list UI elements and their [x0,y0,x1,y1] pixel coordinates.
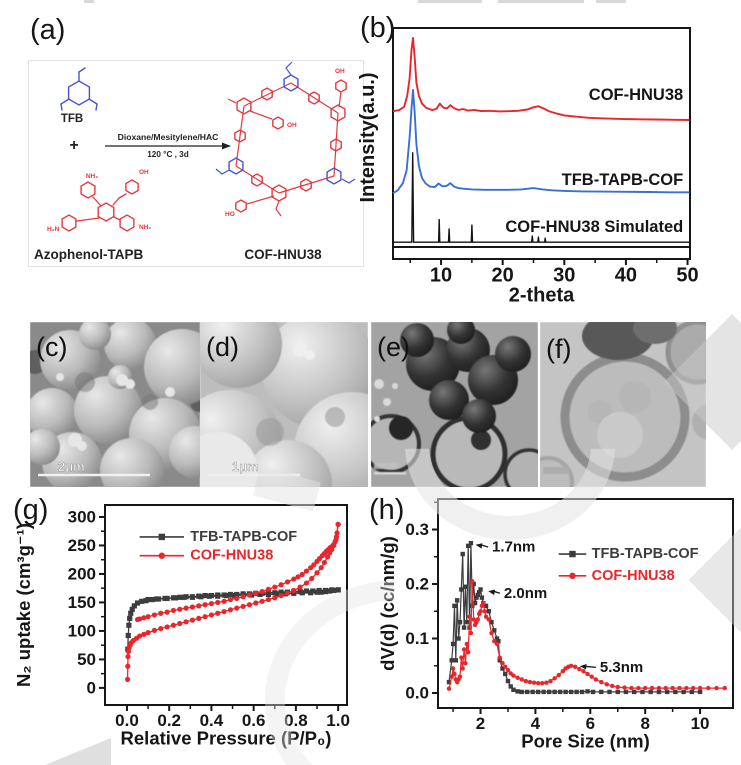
svg-text:1.7nm: 1.7nm [492,538,535,555]
svg-text:1.0: 1.0 [326,711,350,730]
tfb-label: TFB [61,113,83,125]
pore-size-chart: 2 4 6 8 10 0.0 0.1 0.2 0.3 Pore Size (nm) dV(d) (c… [377,498,734,752]
tem-particles [371,322,538,487]
svg-text:50: 50 [77,650,96,669]
svg-text:4: 4 [531,714,541,733]
svg-text:30: 30 [553,265,575,287]
panel-label-c: (c) [36,332,67,362]
svg-text:5.3nm: 5.3nm [600,659,643,676]
svg-text:COF-HNU38: COF-HNU38 [589,86,683,104]
svg-text:0.8: 0.8 [284,711,308,730]
svg-text:2.0nm: 2.0nm [504,585,547,602]
svg-text:COF-HNU38: COF-HNU38 [190,548,273,564]
svg-text:0.1: 0.1 [405,629,429,648]
panel-label-h: (h) [369,494,405,526]
plus-sign: + [69,137,78,154]
conditions-solvent: Dioxane/Mesitylene/HAC [118,132,219,142]
oh-azo-label: OH [139,169,149,176]
svg-text:0.0: 0.0 [115,711,139,730]
xrd-chart: 10 20 30 40 50 2-theta Intensity(a.u.) COF-HNU3… [357,27,699,307]
panel-label-g: (g) [13,494,49,526]
tfb-molecule [60,67,98,111]
panel-label-a: (a) [30,14,66,46]
reaction-arrow [105,142,231,150]
svg-text:TFB-TAPB-COF: TFB-TAPB-COF [190,529,297,545]
azophenol-tapb-molecule: NH₂ H₂N NH₂ OH [47,169,151,233]
svg-text:6: 6 [586,714,595,733]
svg-text:TFB-TAPB-COF: TFB-TAPB-COF [592,546,699,562]
svg-text:Pore Size (nm): Pore Size (nm) [521,731,650,752]
svg-text:0.0: 0.0 [405,684,429,703]
svg-text:40: 40 [615,265,637,287]
ho-lower-label: HO [225,211,235,218]
h2n-left-label: H₂N [47,226,60,233]
scale-bar-label: 1μm [232,459,259,474]
svg-text:100: 100 [68,621,96,640]
svg-text:TFB-TAPB-COF: TFB-TAPB-COF [562,171,684,189]
svg-text:0.2: 0.2 [405,575,429,594]
svg-text:dV(d) (cc/nm/g): dV(d) (cc/nm/g) [377,536,398,671]
top-crop-artifact [596,0,626,3]
sem-image-c: (c) 2μm [30,322,200,487]
panel-label-d: (d) [206,332,239,362]
svg-text:Intensity(a.u.): Intensity(a.u.) [357,72,379,202]
scale-bar-label: 2μm [58,459,85,474]
svg-text:0.6: 0.6 [242,711,266,730]
panel-label-e: (e) [377,332,410,362]
svg-text:0.2: 0.2 [157,711,181,730]
oh-inner-label: OH [287,122,297,129]
top-crop-artifact [498,0,584,3]
sem-image-d: (d) 1μm [200,322,368,487]
svg-text:8: 8 [640,714,649,733]
svg-text:2-theta: 2-theta [509,285,575,307]
tem-image-f: (f) [540,322,706,487]
svg-text:COF-HNU38 Simulated: COF-HNU38 Simulated [505,218,683,236]
svg-text:300: 300 [68,507,96,526]
cof-hnu38-label: COF-HNU38 [244,247,322,262]
top-crop-artifact [84,0,94,3]
svg-text:0.4: 0.4 [200,711,224,730]
top-crop-artifact [418,0,482,3]
tem-image-e: (e) [371,322,538,487]
svg-text:50: 50 [676,265,698,287]
sem-spheres [200,322,368,487]
svg-text:2: 2 [476,714,485,733]
oh-outer-label: OH [335,68,345,75]
nh2-right-label: NH₂ [139,224,151,231]
svg-text:Relative Pressure (P/P₀): Relative Pressure (P/P₀) [121,728,332,749]
svg-text:10: 10 [430,265,452,287]
svg-text:150: 150 [68,593,96,612]
azophenol-tapb-label: Azophenol-TAPB [34,247,143,262]
cof-hnu38-macrocycle: OH OH HO [215,61,356,218]
panel-label-b: (b) [360,12,396,44]
panel-label-f: (f) [546,334,571,364]
reaction-scheme: TFB + NH₂ H₂N NH₂ OH Azophenol-TAPB Diox… [28,60,364,267]
svg-text:200: 200 [68,564,96,583]
svg-text:10: 10 [691,714,710,733]
svg-text:N₂ uptake (cm³g⁻¹): N₂ uptake (cm³g⁻¹) [13,523,34,687]
svg-text:COF-HNU38: COF-HNU38 [592,568,675,584]
svg-text:20: 20 [492,265,514,287]
nh2-top-label: NH₂ [86,173,98,180]
svg-text:250: 250 [68,536,96,555]
conditions-temp: 120 °C , 3d [147,150,189,159]
svg-text:0.3: 0.3 [405,520,429,539]
svg-text:0: 0 [87,678,96,697]
isotherm-chart: 0.0 0.2 0.4 0.6 0.8 1.0 0 50 100 150 200 250 300 Rela… [13,504,350,749]
